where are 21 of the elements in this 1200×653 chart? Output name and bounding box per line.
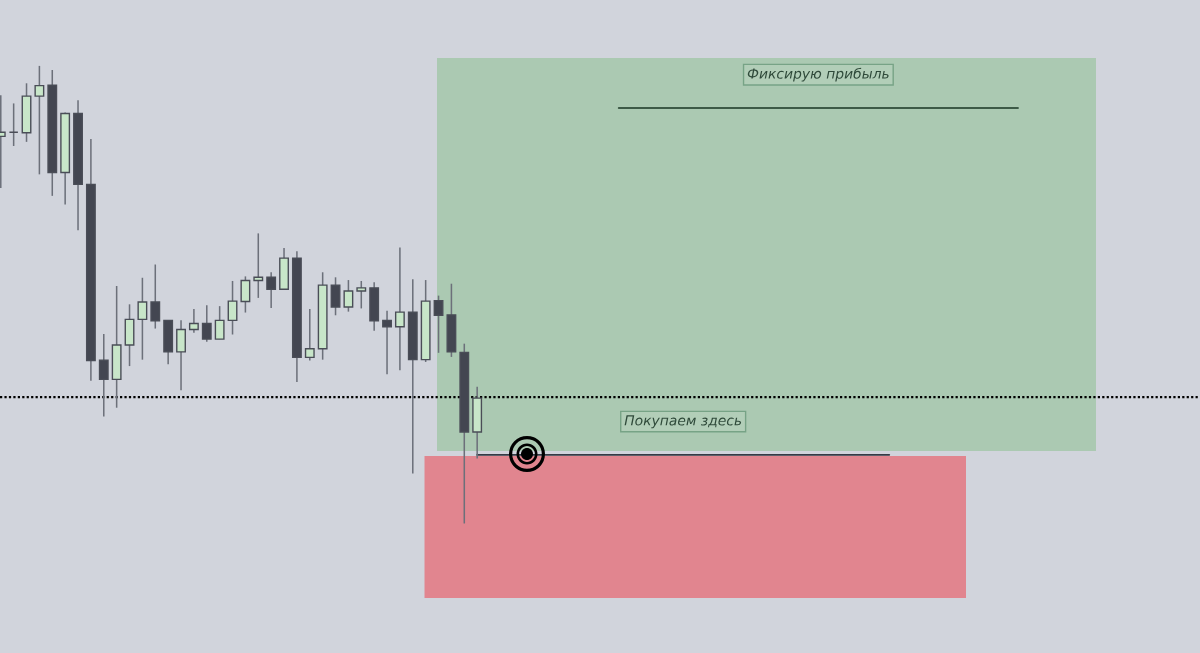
candlestick [330,276,341,317]
series-label: Фиксирую прибыль [747,67,889,82]
candlestick [343,279,354,313]
candlestick [188,308,199,334]
candlestick [433,294,444,354]
candlestick [266,271,277,309]
candlestick [227,280,238,336]
candlestick [304,308,315,362]
candlestick [214,305,225,340]
candlestick [176,319,186,392]
candlestick [34,65,45,176]
series-label: Покупаем здесь [624,415,742,429]
candlestick [201,304,212,343]
candlestick [382,309,392,376]
candlestick [253,232,264,299]
candlestick [356,280,367,310]
candlestick [98,333,109,418]
candlestick [240,275,251,314]
candlestick [150,263,161,330]
candlestick [137,277,148,361]
candlestick [394,246,405,371]
